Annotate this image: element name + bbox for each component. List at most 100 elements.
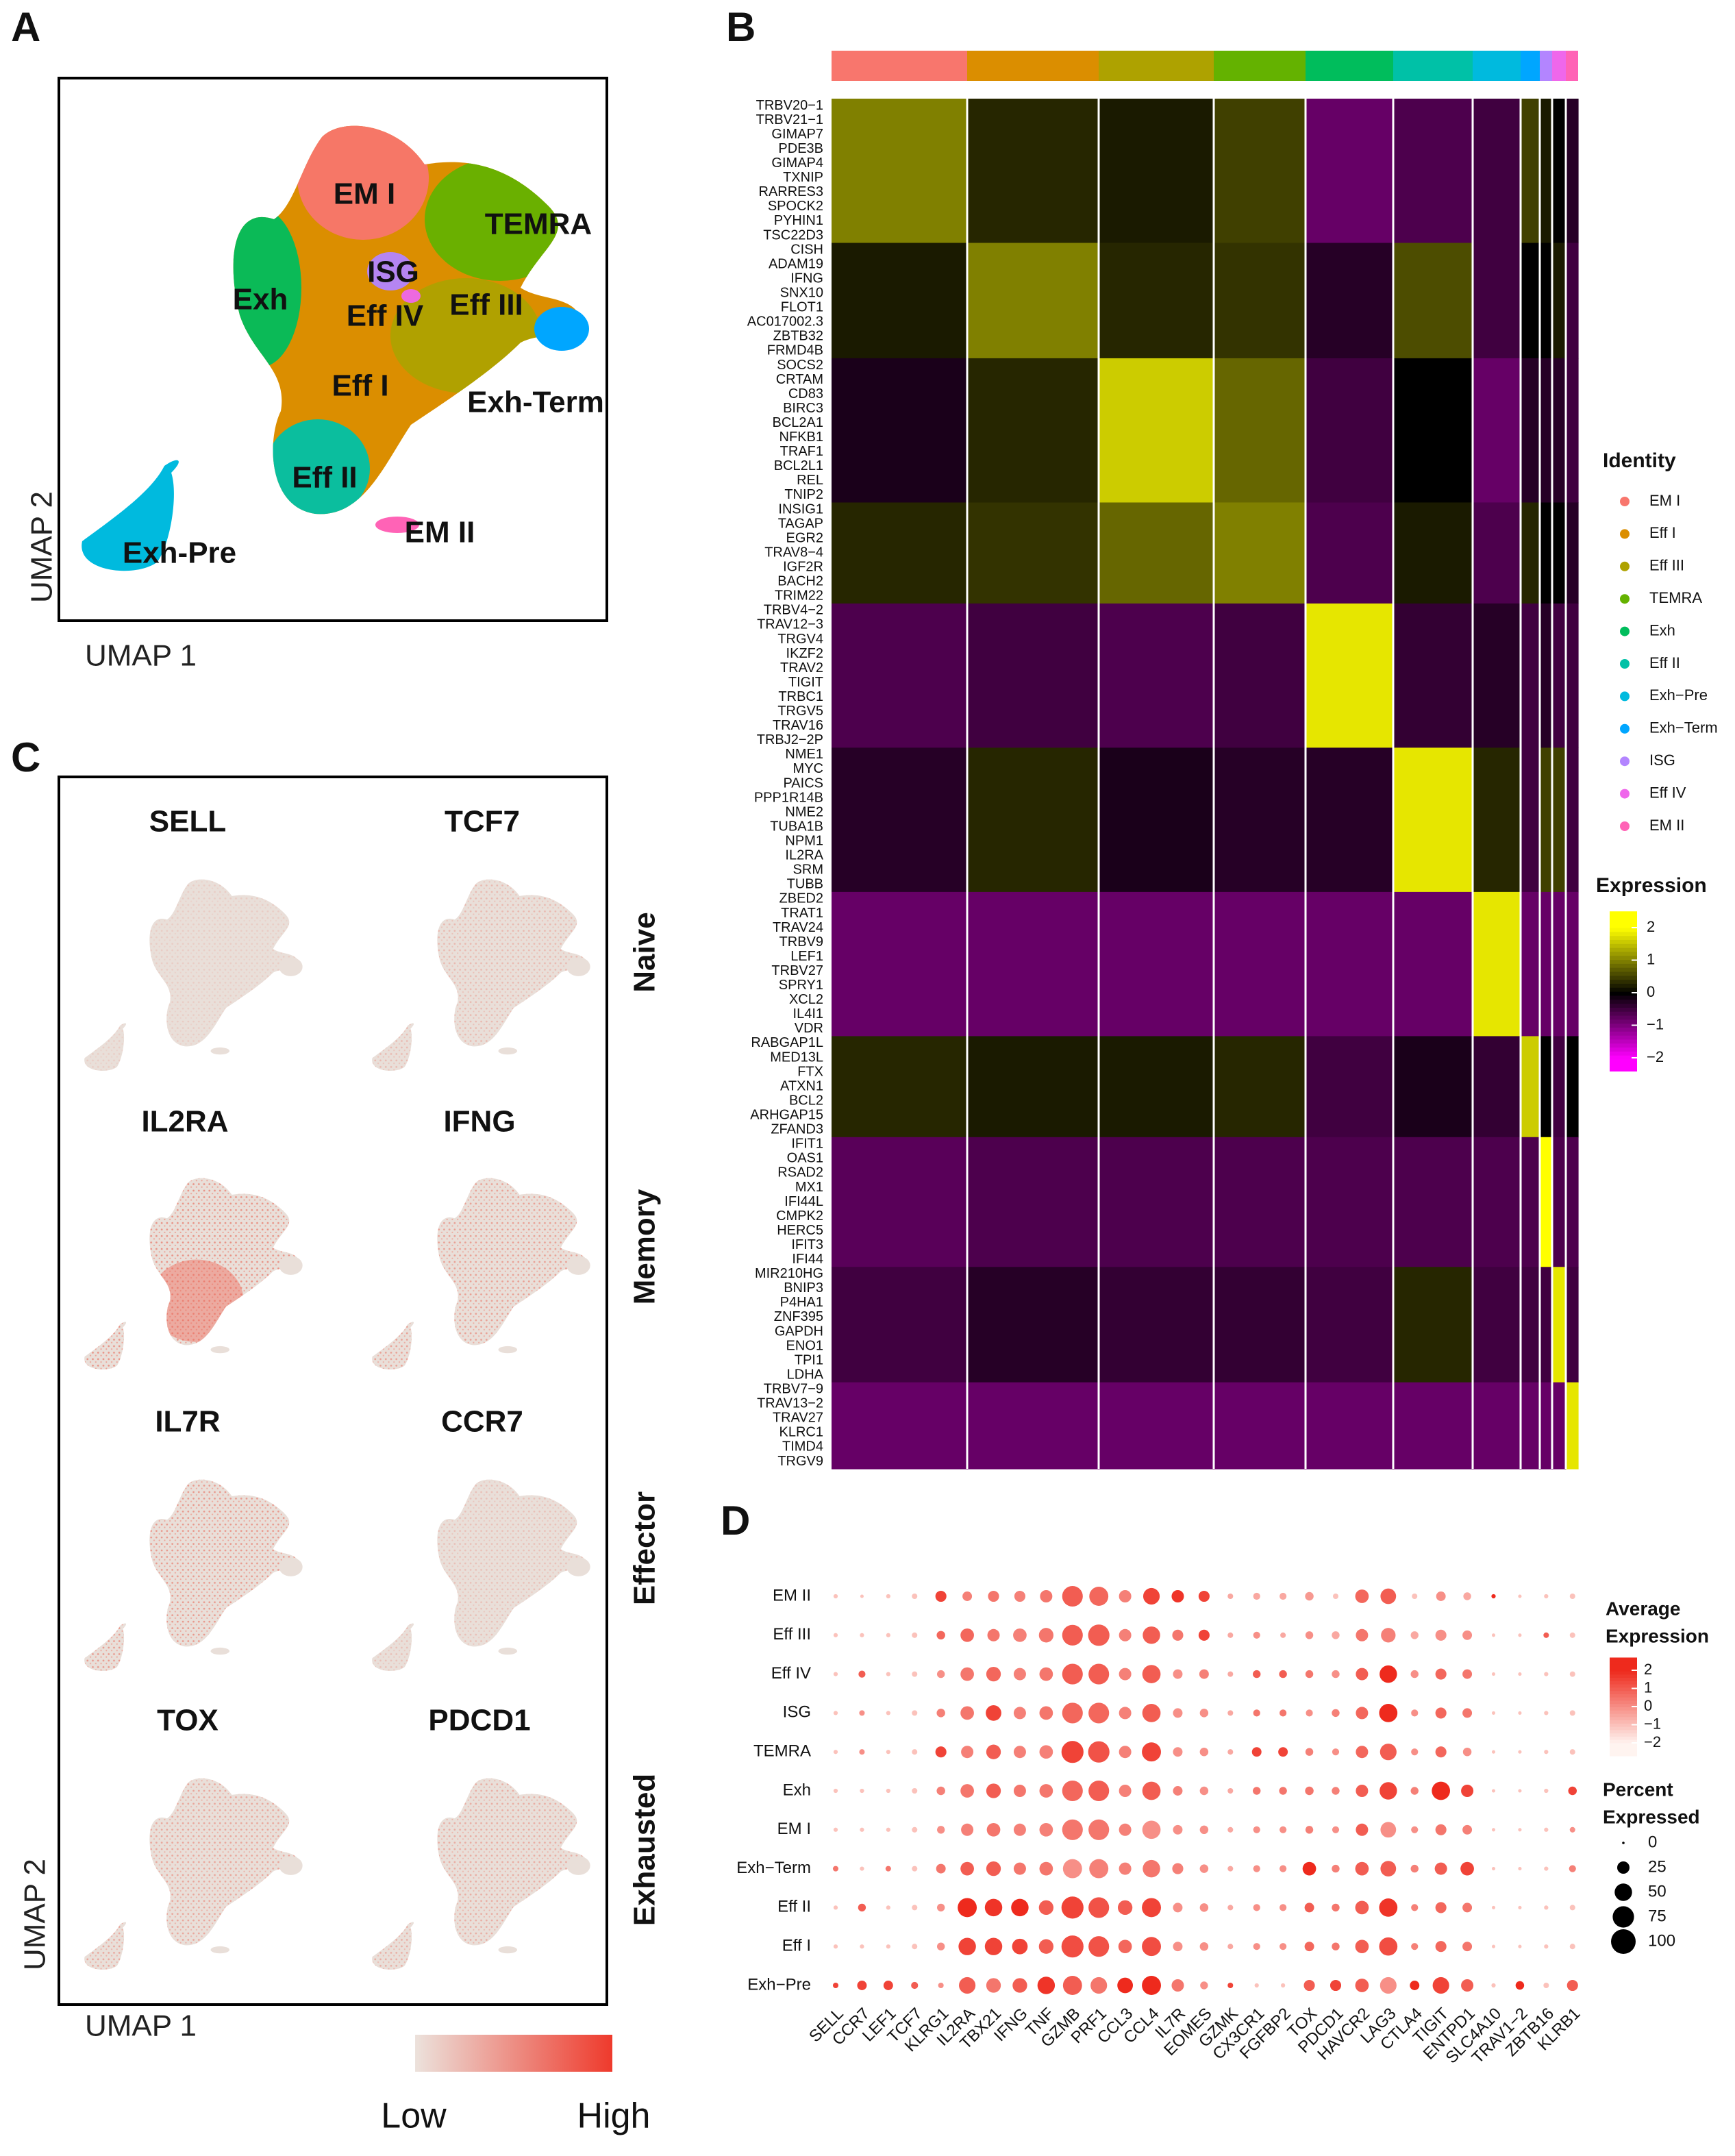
heat-cell (1393, 747, 1473, 893)
gene-label: PPP1R14B (754, 790, 823, 805)
heat-cell (1214, 358, 1306, 504)
colorbar-step (1610, 1661, 1637, 1665)
dot (1117, 1977, 1134, 1994)
dot (1227, 1866, 1234, 1872)
heat-cell (1540, 1137, 1553, 1267)
dot (912, 1826, 918, 1833)
dot (1305, 1826, 1314, 1834)
dot (860, 1944, 864, 1949)
category-label: Memory (628, 1189, 662, 1304)
heat-cell (1521, 603, 1540, 748)
gene-label: VDR (795, 1021, 823, 1036)
heat-cell (1393, 1036, 1473, 1138)
dot (1199, 1709, 1209, 1718)
x-axis-label: UMAP 1 (85, 639, 197, 673)
umap-frame (58, 77, 608, 622)
dot (1436, 1591, 1446, 1601)
dot (1544, 1827, 1549, 1832)
scale-step (1610, 1006, 1637, 1012)
dot (1061, 1935, 1084, 1958)
dot (857, 1981, 867, 1990)
dot (1462, 1630, 1473, 1640)
dot (1142, 1704, 1161, 1722)
heat-cell (1552, 99, 1567, 244)
gene-title: TOX (157, 1704, 219, 1737)
colorbar-step (1610, 1674, 1637, 1678)
gene-label: NME1 (785, 747, 823, 762)
dot (984, 1937, 1003, 1955)
gene-label: LDHA (787, 1367, 824, 1382)
scale-tick-label: 1 (1647, 950, 1655, 967)
gene-label: MIR210HG (755, 1266, 823, 1281)
colorbar-step (1610, 1663, 1637, 1668)
feature-region (566, 1856, 590, 1875)
gene-label: TNIP2 (784, 487, 823, 502)
dot (1011, 1898, 1029, 1917)
dot (1379, 1937, 1398, 1956)
dot (962, 1591, 973, 1601)
feature-dots (84, 1922, 127, 1970)
gene-label: TRBV4−2 (764, 603, 823, 618)
legend-swatch (1620, 789, 1630, 799)
scale-step (1610, 1015, 1637, 1020)
dot (1410, 1631, 1419, 1639)
dot (986, 1705, 1001, 1721)
heat-cell (1099, 502, 1214, 604)
heat-cell (1473, 243, 1521, 359)
dot (1544, 1672, 1549, 1676)
scale-step (1610, 991, 1637, 996)
gene-label: RARRES3 (759, 184, 823, 199)
dot (1569, 1593, 1575, 1600)
feature-region (279, 1256, 303, 1275)
heat-cell (1552, 1137, 1567, 1267)
cluster-bar (1566, 51, 1578, 81)
feature-region (210, 1946, 230, 1954)
colorbar-step (1610, 1693, 1637, 1698)
feature-region (210, 1647, 230, 1655)
feature-dots (84, 1623, 127, 1671)
feature-region (566, 1256, 590, 1275)
dot (987, 1628, 1000, 1641)
dot (936, 1786, 945, 1796)
row-label: Eff III (773, 1625, 811, 1644)
heat-cell (1099, 1137, 1214, 1267)
dot (1253, 1826, 1260, 1833)
feature-region (279, 1557, 303, 1576)
dot (886, 1750, 890, 1755)
heat-cell (1473, 603, 1521, 748)
dot (1013, 1668, 1026, 1681)
dot (960, 1667, 974, 1681)
heat-cell (1393, 891, 1473, 1037)
gene-label: TIMD4 (782, 1439, 823, 1454)
legend-swatch (1620, 626, 1630, 636)
dot (1173, 1903, 1183, 1913)
dot (1567, 1979, 1578, 1992)
dot (1039, 1784, 1053, 1798)
dot (833, 1944, 838, 1949)
row-label: EM II (773, 1586, 811, 1604)
feature-plot (372, 879, 590, 1071)
gene-label: HERC5 (777, 1223, 823, 1238)
dot (1039, 1667, 1053, 1681)
gene-label: TXNIP (783, 170, 823, 185)
heat-cell (1099, 747, 1214, 893)
gene-label: TIGIT (788, 675, 823, 690)
heat-cell (832, 1382, 968, 1470)
colorbar-tick-label: 0 (1644, 1697, 1652, 1714)
gene-title: IL2RA (141, 1105, 228, 1139)
feature-region (210, 1346, 230, 1354)
feature-dots (372, 1023, 414, 1071)
dot (833, 1594, 838, 1599)
row-label: EM I (777, 1820, 811, 1838)
dot (1518, 1867, 1522, 1871)
feature-plot (372, 1778, 590, 1970)
dot (1379, 1704, 1398, 1722)
gene-label: OAS1 (787, 1151, 823, 1166)
gene-label: BCL2 (789, 1093, 823, 1108)
dot (883, 1981, 893, 1990)
feature-frame (58, 776, 608, 2006)
category-label: Exhausted (628, 1774, 662, 1926)
legend-label: Eff III (1649, 557, 1684, 574)
heat-cell (1540, 502, 1553, 604)
dot (833, 1633, 838, 1637)
